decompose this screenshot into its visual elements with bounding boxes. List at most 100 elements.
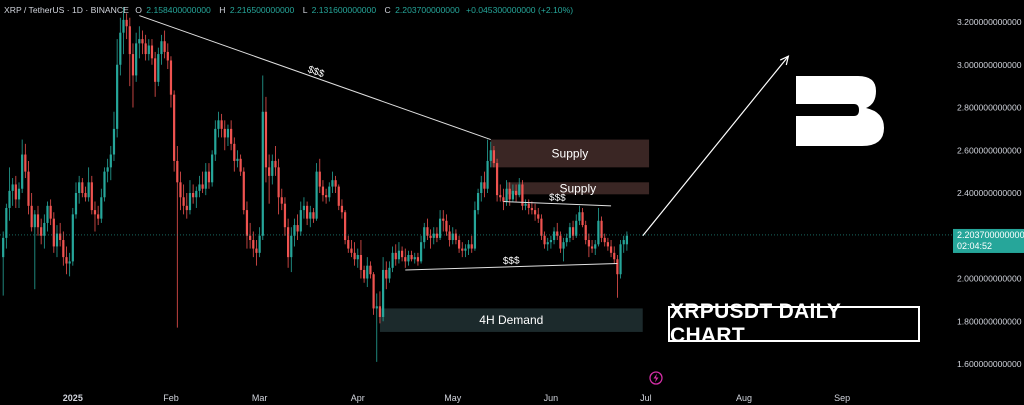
candle-body (473, 210, 477, 249)
candle (309, 205, 312, 228)
candle (388, 261, 391, 283)
candle (432, 227, 435, 245)
candle-body (533, 210, 537, 215)
candle-body (239, 158, 242, 172)
candle (340, 199, 344, 219)
candle (359, 240, 363, 279)
candle (442, 210, 445, 232)
time-axis[interactable]: 2025 Feb Mar Apr May Jun Jul Aug Sep (63, 393, 850, 403)
price-tick-label: 3.200000000000 (957, 17, 1022, 27)
candle-body (49, 205, 52, 219)
candle-body (261, 111, 264, 236)
candle-body (404, 257, 407, 262)
candle (65, 246, 68, 275)
candle-body (438, 218, 442, 238)
candle-body (518, 184, 521, 196)
candle (195, 186, 198, 208)
price-axis[interactable]: 3.200000000000 3.000000000000 2.8000000000… (957, 17, 1022, 369)
candle-body (312, 212, 315, 219)
liquidity-line-low-label: $$$ (503, 255, 520, 267)
candle (597, 207, 600, 247)
candle-body (600, 220, 603, 238)
liquidity-line-low (405, 263, 618, 271)
candle (100, 188, 103, 223)
high-label: H (219, 5, 225, 15)
candle (46, 201, 49, 232)
candle (204, 163, 207, 196)
candle (268, 154, 271, 204)
candle (74, 182, 78, 219)
candle-body (309, 212, 312, 219)
candle (571, 220, 575, 241)
candle (514, 184, 518, 202)
candle (540, 214, 543, 241)
candle-body (122, 19, 125, 33)
candle (404, 248, 407, 268)
projection-arrow-head (779, 55, 790, 66)
candle (391, 246, 394, 273)
current-price-value: 2.203700000000 (957, 230, 1024, 240)
candle (416, 252, 420, 266)
candle-body (546, 242, 549, 245)
candle (331, 171, 334, 193)
liquidity-line-mid (503, 201, 612, 207)
candle-body (435, 233, 439, 238)
candle (24, 143, 27, 179)
candle (613, 246, 616, 264)
candle (530, 201, 534, 215)
candle (131, 43, 135, 108)
candle (5, 203, 8, 249)
candle (318, 158, 321, 193)
candle-body (432, 233, 435, 238)
candle (182, 184, 185, 215)
candle-body (24, 154, 27, 172)
candle (87, 167, 90, 202)
candle (198, 175, 201, 198)
candle-body (502, 197, 505, 202)
candle-body (264, 111, 268, 168)
candle-body (283, 203, 287, 228)
candle-body (429, 235, 432, 238)
supply-zone-upper (490, 139, 650, 168)
candle (410, 250, 413, 262)
candle (141, 30, 144, 55)
time-tick-label: Mar (252, 393, 268, 403)
candle-body (62, 240, 65, 258)
candle-body (236, 158, 239, 161)
candle-body (160, 41, 163, 55)
candle-body (442, 218, 445, 221)
candle (527, 199, 530, 215)
candle-body (622, 240, 625, 245)
candle-body (97, 214, 100, 219)
flash-icon[interactable] (649, 371, 663, 385)
candle (511, 184, 515, 202)
candle-body (81, 182, 84, 193)
candle-body (315, 171, 318, 219)
candle (562, 237, 565, 262)
candle (537, 207, 540, 223)
candle-body (299, 210, 302, 232)
supply-zone-lower-label: Supply (559, 181, 596, 195)
candle-body (188, 193, 192, 211)
candle-body (385, 269, 388, 279)
time-tick-label: Jun (544, 393, 559, 403)
candle (556, 222, 559, 241)
candle-body (470, 244, 473, 249)
candle-body (2, 237, 5, 258)
candle-body (321, 186, 325, 196)
candle-body (552, 231, 556, 241)
candle (521, 180, 524, 211)
candle (337, 184, 340, 211)
candle-body (8, 190, 11, 208)
candle (533, 203, 537, 221)
candle (280, 188, 283, 211)
candle (492, 145, 496, 168)
candle (185, 193, 188, 219)
candle-body (233, 143, 236, 161)
candle-body (350, 248, 353, 253)
candle (169, 56, 173, 108)
candle-body (176, 160, 179, 183)
candle-body (410, 254, 413, 260)
candle (524, 199, 527, 211)
